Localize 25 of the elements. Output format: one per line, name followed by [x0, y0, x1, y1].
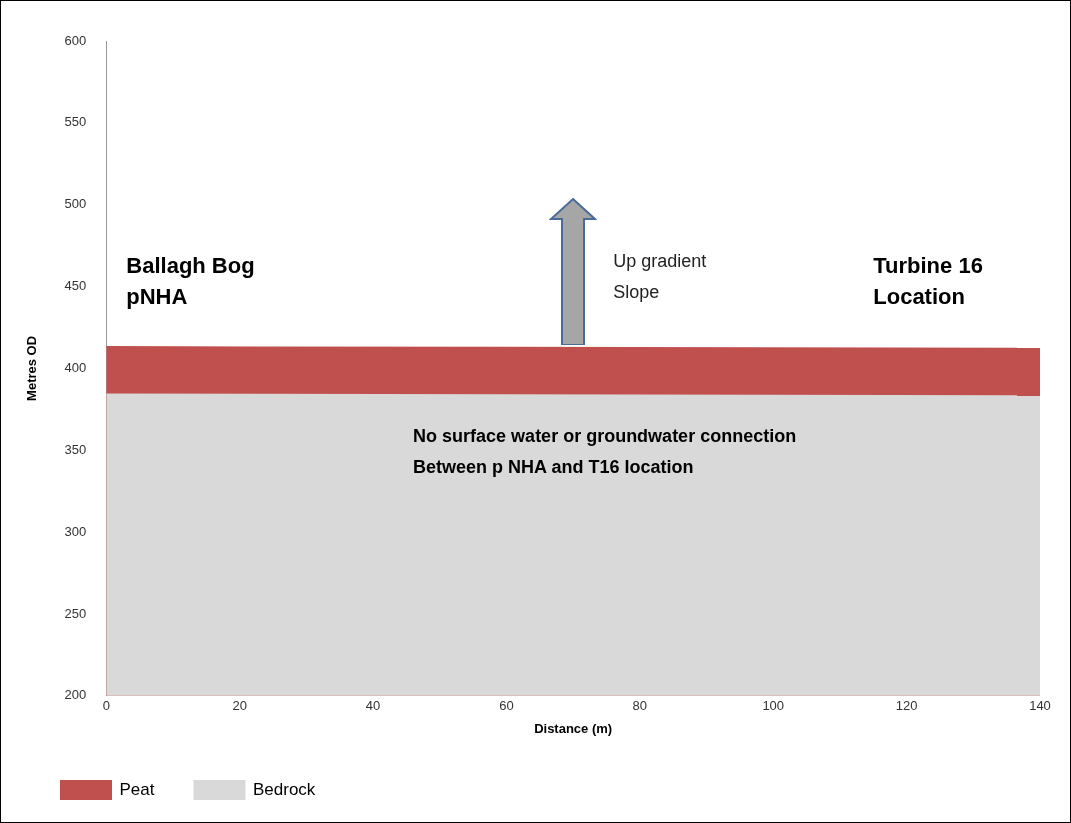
- y-tick-label: 450: [64, 278, 87, 294]
- x-tick-label: 100: [762, 698, 785, 714]
- y-axis-title: Metres OD: [24, 335, 40, 401]
- y-tick-label: 500: [64, 196, 87, 212]
- x-tick-label: 120: [895, 698, 918, 714]
- x-axis-title: Distance (m): [534, 720, 613, 736]
- y-tick-label: 550: [64, 114, 87, 130]
- legend-label: Bedrock: [252, 779, 316, 799]
- y-tick-label: 250: [64, 605, 87, 621]
- legend-label: Peat: [119, 779, 155, 799]
- y-tick-label: 400: [64, 359, 87, 375]
- x-tick-label: 0: [102, 698, 110, 714]
- annotation: Up gradient Slope: [613, 250, 707, 302]
- y-tick-label: 350: [64, 441, 87, 457]
- x-tick-label: 40: [365, 698, 381, 714]
- annotation: Turbine 16 Location: [873, 252, 983, 309]
- x-tick-label: 140: [1029, 698, 1051, 714]
- x-tick-label: 60: [499, 698, 514, 714]
- x-tick-label: 20: [232, 698, 247, 714]
- y-tick-label: 300: [64, 523, 87, 539]
- x-tick-label: 80: [632, 698, 648, 714]
- y-tick-label: 600: [64, 32, 87, 48]
- annotation: No surface water or groundwater connection Between p NHA and T16 location: [413, 426, 797, 478]
- y-tick-label: 200: [64, 687, 87, 703]
- annotation: Ballagh Bog pNHA: [126, 252, 255, 309]
